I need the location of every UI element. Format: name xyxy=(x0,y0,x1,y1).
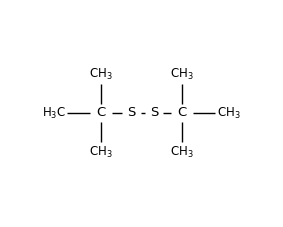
Text: S: S xyxy=(150,106,158,119)
Text: C: C xyxy=(97,106,106,119)
Text: CH$_3$: CH$_3$ xyxy=(217,106,241,121)
Text: H$_3$C: H$_3$C xyxy=(42,106,66,121)
Text: CH$_3$: CH$_3$ xyxy=(170,144,194,160)
Text: CH$_3$: CH$_3$ xyxy=(170,67,194,81)
Text: C: C xyxy=(177,106,186,119)
Text: CH$_3$: CH$_3$ xyxy=(89,144,113,160)
Text: CH$_3$: CH$_3$ xyxy=(89,67,113,81)
Text: S: S xyxy=(127,106,135,119)
